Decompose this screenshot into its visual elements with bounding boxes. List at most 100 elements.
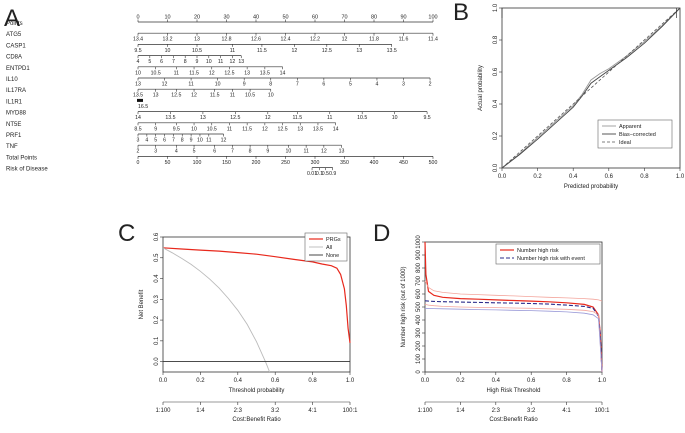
nomogram-tick-label: 0.1 <box>316 171 323 177</box>
nomogram-tick-label: 0 <box>136 15 139 21</box>
nomogram-tick-label: 9 <box>266 149 269 155</box>
y-tick-label: 600 <box>416 288 422 299</box>
nomogram-tick-label: 6 <box>322 82 325 88</box>
nomogram-tick-label: 9.5 <box>423 115 430 121</box>
x-tick-label: 0.8 <box>562 378 571 384</box>
nomogram-tick-label: 13 <box>194 37 200 43</box>
nomogram-tick-label: 400 <box>370 160 379 166</box>
nomogram-tick-label: 0.9 <box>329 171 336 177</box>
nomogram-tick-label: 20 <box>194 15 200 21</box>
nomogram-tick-label: 10 <box>215 82 221 88</box>
nomogram-tick-label: 100 <box>428 15 437 21</box>
nomogram-tick-label: 9 <box>243 82 246 88</box>
legend-entry: None <box>326 253 339 259</box>
nomogram-tick-label: 50 <box>282 15 288 21</box>
legend-entry: Bias−corrected <box>619 132 656 138</box>
nomogram-tick-label: 350 <box>340 160 349 166</box>
x-tick-label: 1.0 <box>598 378 607 384</box>
nomogram-row-label: Total Points <box>6 155 37 161</box>
secondary-tick-label: 4:1 <box>562 408 571 414</box>
y-axis-label: Net Benefit <box>139 289 145 319</box>
nomogram-tick-label: 150 <box>222 160 231 166</box>
nomogram-tick-label: 9 <box>154 126 157 132</box>
nomogram-tick-label: 13 <box>200 115 206 121</box>
nomogram-tick-label: 13.2 <box>162 37 172 43</box>
calibration-panel: 0.0 0.2 0.4 0.6 0.8 1.0 0.0 0.2 0.4 0.6 0.8 1.0 Pred… <box>478 3 685 190</box>
y-axis-label: Actual probability <box>478 65 484 111</box>
nomogram-tick-label: 13 <box>153 93 159 99</box>
nomogram-tick-label: 100 <box>193 160 202 166</box>
nomogram-tick-label: 12 <box>221 138 227 144</box>
nomogram-tick-label: 12.5 <box>322 48 332 54</box>
nomogram-tick-label: 12.8 <box>221 37 231 43</box>
secondary-tick-label: 100:1 <box>594 408 610 414</box>
nomogram-tick-label: 10 <box>286 149 292 155</box>
nomogram-tick-label: 50 <box>165 160 171 166</box>
nomogram-tick-label: 12.6 <box>251 37 261 43</box>
nomogram-row-entpd1: ENTPD1 10 10.5 11 11.5 12 12.5 13 13.5 14 <box>6 66 286 77</box>
y-axis-label: Number high risk (out of 1000) <box>401 266 407 347</box>
y-tick-label: 0.2 <box>154 315 160 324</box>
nomogram-tick-label: 11.5 <box>242 126 252 132</box>
secondary-tick-label: 2:3 <box>492 408 501 414</box>
nomogram-tick-label: 13 <box>297 126 303 132</box>
nomogram-tick-label: 12.5 <box>224 70 234 76</box>
legend-entry: Ideal <box>619 140 631 146</box>
y-tick-label: 0.6 <box>493 67 499 76</box>
nomogram-tick-label: 11 <box>327 115 332 121</box>
nomogram-tick-label: 5 <box>148 59 151 65</box>
nomogram-row-atg5: ATG5 13.4 13.2 13 12.8 12.6 12.4 12.2 12 11.8 11.6… <box>6 32 438 43</box>
nomogram-tick-label: 11 <box>230 93 235 99</box>
nomogram-tick-label: 6 <box>163 138 166 144</box>
plot-frame <box>162 236 351 373</box>
nomogram-row-cd8a: CD8A 4 5 6 7 8 9 10 11 12 13 <box>6 55 244 66</box>
nomogram-tick-label: 13 <box>244 70 250 76</box>
nomogram-tick-label: 12.2 <box>310 37 320 43</box>
impact-line-2 <box>424 300 603 373</box>
y-tick-label: 0.8 <box>493 35 499 44</box>
nomogram-tick-label: 6 <box>160 59 163 65</box>
nomogram-tick-label: 8 <box>184 59 187 65</box>
nomogram-tick-label: 12.5 <box>230 115 240 121</box>
nomogram-tick-label: 500 <box>429 160 438 166</box>
y-tick-label: 0.0 <box>493 163 499 172</box>
nomogram-tick-label: 9.5 <box>173 126 180 132</box>
y-tick-label: 0.2 <box>493 131 499 140</box>
nomogram-tick-label: 10.5 <box>192 48 202 54</box>
nomogram-tick-label: 11 <box>188 82 193 88</box>
nomogram-tick-label: 10 <box>197 138 203 144</box>
secondary-tick-label: 4:1 <box>308 408 317 414</box>
nomogram-tick-label: 10.5 <box>357 115 367 121</box>
nomogram-tick-label: 11 <box>174 70 179 76</box>
nomogram-row-label: IL1R1 <box>6 99 23 105</box>
nomogram-tick-label: 3 <box>154 149 157 155</box>
nomogram-tick-label: 11 <box>206 138 211 144</box>
x-axis-label: High Risk Threshold <box>487 388 541 394</box>
nomogram-tick-label: 10 <box>165 48 171 54</box>
nomogram-tick-label: 12 <box>262 126 268 132</box>
nomogram-tick-label: 13.5 <box>165 115 175 121</box>
nomogram-tick-label: 12.4 <box>280 37 290 43</box>
y-tick-label: 400 <box>416 314 422 325</box>
y-tick-label: 0 <box>416 370 422 374</box>
nomogram-tick-label: 10 <box>392 115 398 121</box>
y-tick-label: 0.0 <box>154 357 160 366</box>
nomogram-tick-label: 13 <box>356 48 362 54</box>
nomogram-tick-label: 0.01 <box>307 171 317 177</box>
nomogram-tick-label: 10 <box>135 70 141 76</box>
y-tick-label: 100 <box>416 353 422 364</box>
y-tick-label: 1000 <box>416 235 422 249</box>
calibration-line-2 <box>501 7 681 169</box>
nomogram-tick-label: 6 <box>213 149 216 155</box>
y-tick-label: 1.0 <box>493 3 499 12</box>
secondary-tick-label: 3:2 <box>527 408 536 414</box>
nomogram-tick-label: 13 <box>339 149 345 155</box>
secondary-tick-label: 1:4 <box>456 408 465 414</box>
nomogram-axis-mark <box>137 98 143 102</box>
nomogram-tick-label: 8.5 <box>134 126 141 132</box>
nomogram-tick-label: 40 <box>253 15 259 21</box>
nomogram-row-risk-of-disease: Risk of Disease 0.010.10.5 0.9 <box>6 167 336 178</box>
nomogram-tick-label: 14 <box>280 70 286 76</box>
nomogram-tick-label: 10.5 <box>245 93 255 99</box>
nomogram-tick-label: 30 <box>223 15 229 21</box>
